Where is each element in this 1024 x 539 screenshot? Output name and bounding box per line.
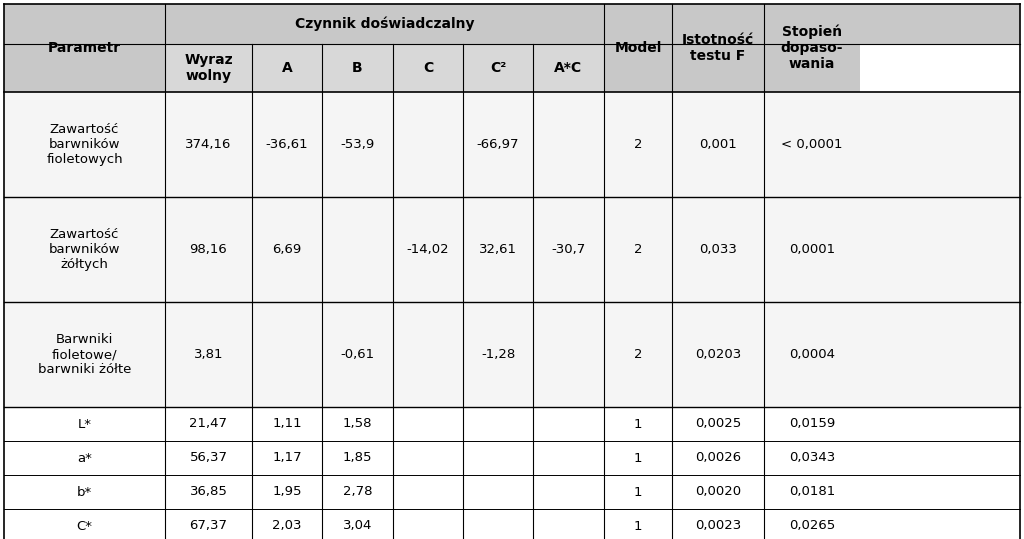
Text: 1,95: 1,95: [272, 486, 302, 499]
Text: Barwniki
fioletowe/
barwniki żółte: Barwniki fioletowe/ barwniki żółte: [38, 333, 131, 376]
Text: Zawartość
barwników
żółtych: Zawartość barwników żółtych: [49, 228, 120, 271]
Bar: [4, 197, 1020, 302]
Text: 98,16: 98,16: [189, 243, 227, 256]
Text: C²: C²: [489, 61, 506, 75]
Text: Model: Model: [614, 41, 662, 55]
Text: 0,001: 0,001: [699, 138, 737, 151]
Text: 1: 1: [634, 520, 642, 533]
Text: -66,97: -66,97: [477, 138, 519, 151]
Text: 2,03: 2,03: [272, 520, 302, 533]
Text: 32,61: 32,61: [479, 243, 517, 256]
Text: -0,61: -0,61: [340, 348, 375, 361]
Text: 2,78: 2,78: [343, 486, 373, 499]
Text: 0,0181: 0,0181: [788, 486, 836, 499]
Text: 0,0203: 0,0203: [695, 348, 741, 361]
Text: -1,28: -1,28: [481, 348, 515, 361]
Text: 1: 1: [634, 486, 642, 499]
Text: 1,11: 1,11: [272, 418, 302, 431]
Bar: [4, 302, 1020, 407]
Text: 0,0343: 0,0343: [788, 452, 836, 465]
Text: -14,02: -14,02: [407, 243, 450, 256]
Text: 2: 2: [634, 243, 642, 256]
Text: 0,0265: 0,0265: [788, 520, 836, 533]
Text: C: C: [423, 61, 433, 75]
Text: 1,85: 1,85: [343, 452, 373, 465]
Text: 1,58: 1,58: [343, 418, 373, 431]
Text: 0,0025: 0,0025: [695, 418, 741, 431]
Text: 0,0023: 0,0023: [695, 520, 741, 533]
Text: b*: b*: [77, 486, 92, 499]
Text: A: A: [282, 61, 293, 75]
Text: -30,7: -30,7: [551, 243, 586, 256]
Text: Czynnik doświadczalny: Czynnik doświadczalny: [295, 17, 474, 31]
Text: 0,0001: 0,0001: [788, 243, 835, 256]
Text: 0,0020: 0,0020: [695, 486, 741, 499]
Text: -53,9: -53,9: [340, 138, 375, 151]
Bar: [604, 44, 860, 92]
Text: Zawartość
barwników
fioletowych: Zawartość barwników fioletowych: [46, 123, 123, 166]
Text: Wyraz
wolny: Wyraz wolny: [184, 53, 232, 83]
Text: 1: 1: [634, 452, 642, 465]
Text: Parametr: Parametr: [48, 41, 121, 55]
Bar: [4, 475, 1020, 509]
Text: 0,0159: 0,0159: [788, 418, 836, 431]
Bar: [4, 44, 165, 92]
Text: C*: C*: [77, 520, 92, 533]
Text: < 0,0001: < 0,0001: [781, 138, 843, 151]
Text: 36,85: 36,85: [189, 486, 227, 499]
Text: 3,04: 3,04: [343, 520, 372, 533]
Text: 21,47: 21,47: [189, 418, 227, 431]
Text: 374,16: 374,16: [185, 138, 231, 151]
Bar: [4, 407, 1020, 441]
Text: 0,033: 0,033: [699, 243, 737, 256]
Text: 1,17: 1,17: [272, 452, 302, 465]
Text: 0,0026: 0,0026: [695, 452, 741, 465]
Bar: [4, 441, 1020, 475]
Text: A*C: A*C: [554, 61, 583, 75]
Text: Stopień
dopaso-
wania: Stopień dopaso- wania: [780, 25, 843, 72]
Bar: [4, 509, 1020, 539]
Text: 67,37: 67,37: [189, 520, 227, 533]
Text: 0,0004: 0,0004: [790, 348, 835, 361]
Text: B: B: [352, 61, 362, 75]
Text: 3,81: 3,81: [194, 348, 223, 361]
Text: -36,61: -36,61: [265, 138, 308, 151]
Text: 2: 2: [634, 348, 642, 361]
Text: 6,69: 6,69: [272, 243, 302, 256]
Text: 1: 1: [634, 418, 642, 431]
Text: 56,37: 56,37: [189, 452, 227, 465]
Text: 2: 2: [634, 138, 642, 151]
Text: a*: a*: [77, 452, 92, 465]
Bar: [165, 44, 604, 92]
Bar: [4, 4, 1020, 44]
Text: L*: L*: [78, 418, 91, 431]
Text: Istotność
testu F: Istotność testu F: [682, 33, 754, 63]
Bar: [4, 92, 1020, 197]
